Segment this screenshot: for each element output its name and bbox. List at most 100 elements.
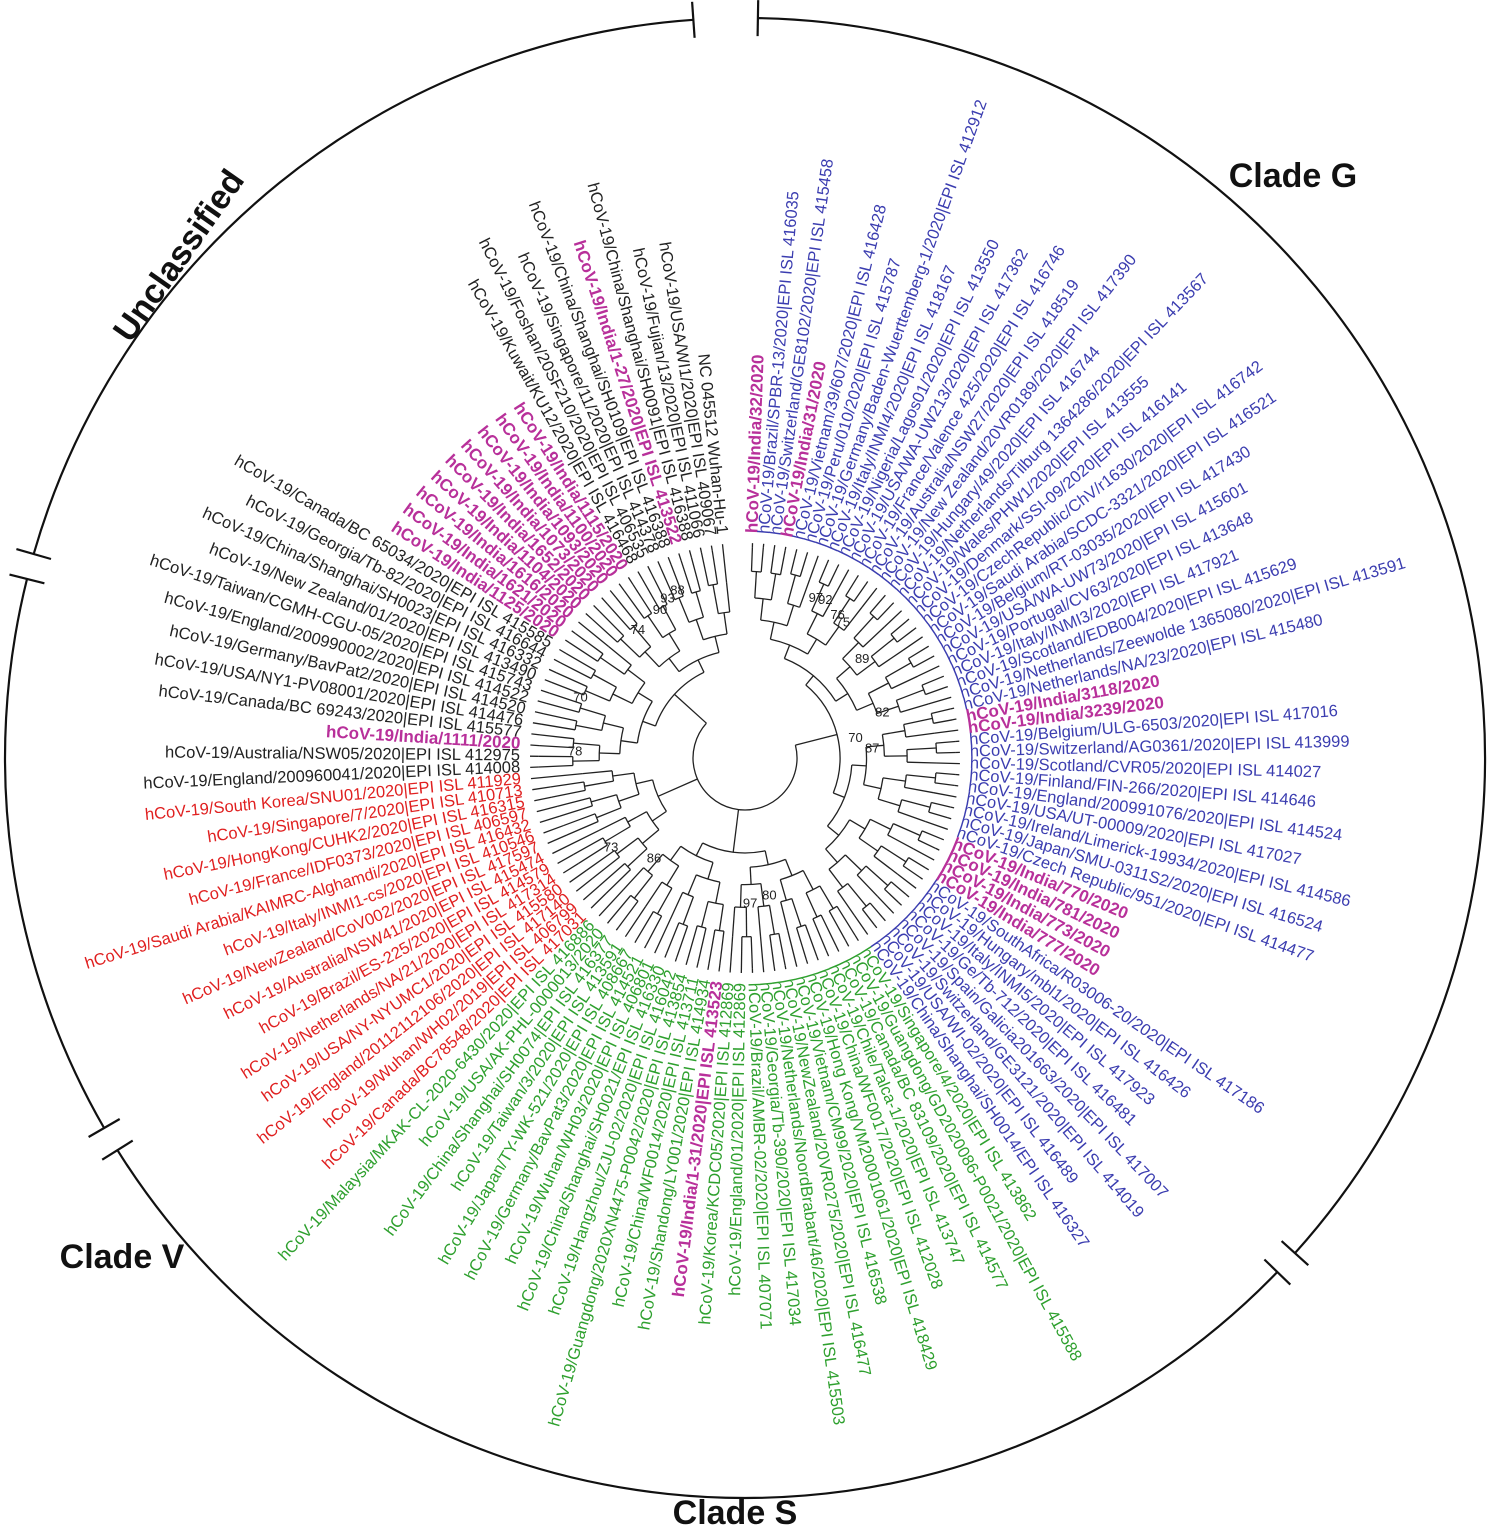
tree-branch (608, 645, 632, 666)
tree-branch (805, 552, 809, 557)
tree-branch (623, 867, 645, 890)
tree-branch (751, 570, 762, 573)
tree-branch (711, 550, 719, 585)
tree-branch (564, 639, 570, 644)
tree-branch (685, 958, 689, 965)
tree-branch (750, 547, 754, 572)
tree-branch (836, 666, 851, 679)
tree-branch (853, 615, 875, 639)
tree-branch (903, 774, 907, 788)
tree-branch (723, 612, 728, 635)
tree-branch (582, 770, 613, 775)
tree-branch (539, 744, 574, 749)
tree-branch (805, 675, 814, 686)
tree-branch (582, 885, 600, 901)
bootstrap-value: 97 (809, 590, 823, 605)
tree-branch (903, 724, 907, 738)
tree-branch (598, 816, 626, 831)
tree-branch (784, 965, 787, 970)
tree-branch (897, 873, 917, 889)
tree-branch (784, 859, 793, 876)
tree-branch (912, 627, 917, 631)
tree-branch (633, 626, 652, 648)
tree-branch (773, 545, 776, 550)
clade-bracket (32, 18, 694, 555)
tree-branch (805, 684, 841, 794)
tree-branch (700, 552, 710, 586)
tree-branch (835, 945, 840, 952)
tree-leaves: hCoV-19/India/32/2020hCoV-19/Brazil/SPBR… (83, 98, 1408, 1429)
tree-branch (668, 633, 681, 652)
tree-branch (657, 778, 698, 797)
tree-branch (539, 734, 574, 740)
tree-branch (891, 675, 919, 690)
tree-branch (584, 780, 614, 787)
tree-branch (873, 855, 898, 875)
tree-branch (913, 848, 935, 861)
tree-branch (934, 782, 955, 787)
tree-branch (876, 605, 892, 621)
tree-branch (773, 966, 776, 971)
tree-branch (568, 642, 599, 662)
tree-branch (682, 896, 695, 925)
tree-branch (541, 723, 576, 731)
tree-branch (760, 598, 764, 621)
tree-branch (784, 546, 787, 551)
tree-branch (754, 571, 758, 599)
tree-branch (837, 890, 855, 916)
tree-branch (858, 819, 871, 839)
tree-branch (887, 823, 894, 836)
bracket-tick (101, 1139, 134, 1161)
tree-branch (950, 707, 955, 710)
tree-branch (869, 597, 884, 614)
tree-branch (769, 932, 780, 936)
tree-branch (718, 611, 730, 615)
tree-branch (878, 649, 904, 668)
tree-branch (645, 915, 663, 945)
tree-branch (805, 892, 818, 918)
tree-branch (760, 619, 788, 627)
tree-branch (599, 752, 620, 755)
tree-branch (534, 796, 553, 802)
bracket-tick (16, 548, 52, 561)
bootstrap-value: 74 (631, 622, 645, 637)
tree-branch (935, 847, 940, 851)
tree-branch (856, 702, 874, 711)
tree-branch (536, 805, 558, 813)
tree-branch (933, 719, 953, 724)
tree-branch (691, 590, 701, 594)
tree-branch (787, 930, 798, 967)
tree-branch (806, 613, 818, 635)
tree-branch (906, 747, 937, 751)
tree-branch (833, 622, 845, 631)
tree-branch (750, 936, 754, 969)
tree-branch (551, 789, 586, 798)
tree-branch (786, 605, 795, 626)
tree-branch (700, 901, 709, 928)
tree-branch (678, 651, 720, 673)
tree-branch (885, 662, 912, 678)
tree-branch (530, 744, 540, 747)
tree-branch (559, 648, 567, 654)
tree-branch (562, 813, 596, 827)
tree-branch (844, 854, 863, 872)
tree-branch (855, 574, 859, 580)
tree-branch (654, 671, 705, 727)
tree-branch (811, 583, 825, 612)
tree-branch (643, 612, 652, 619)
tree-branch (836, 564, 840, 569)
clade-label-s: Clade S (673, 1494, 798, 1532)
tree-branch (828, 868, 844, 888)
tree-branch (780, 897, 793, 903)
tree-branch (613, 850, 621, 858)
tree-branch (828, 910, 847, 942)
tree-branch (662, 853, 680, 867)
tree-branch (556, 797, 591, 808)
tree-branch (532, 722, 542, 725)
tree-branch (712, 584, 719, 614)
bootstrap-value: 86 (647, 851, 661, 866)
tree-branch (532, 786, 551, 791)
tree-branch (896, 689, 925, 701)
tree-branch (870, 637, 895, 658)
tree-branch (835, 693, 849, 702)
